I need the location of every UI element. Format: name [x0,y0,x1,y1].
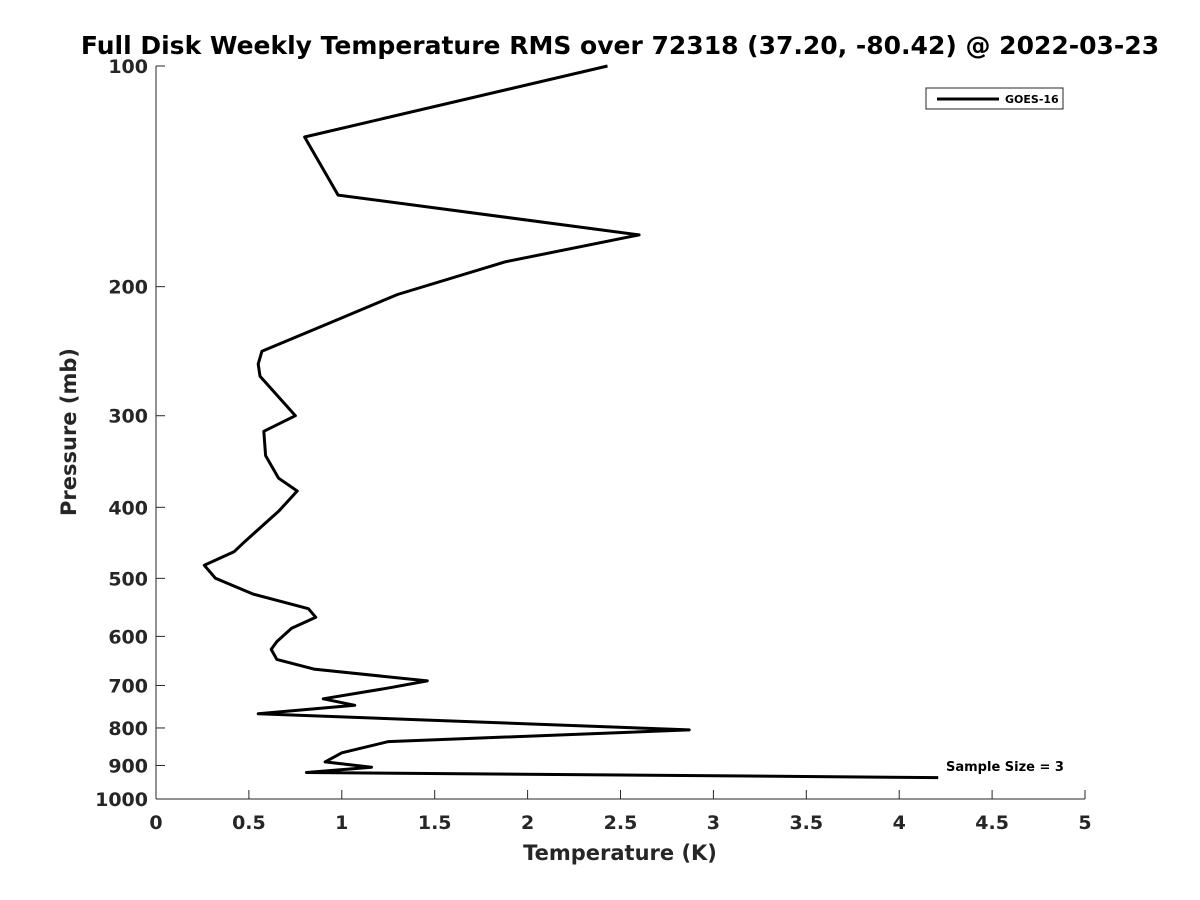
x-tick-label: 0.5 [232,812,266,834]
x-tick-label: 1.5 [418,812,452,834]
y-tick-label: 400 [108,497,148,519]
y-tick-label: 800 [108,718,148,740]
y-tick-label: 1000 [95,789,148,811]
x-axis-ticks: 0 0.5 1 1.5 2 2.5 3 3.5 4 4.5 5 [149,790,1092,834]
y-tick-label: 200 [108,277,148,299]
y-tick-label: 600 [108,626,148,648]
x-tick-label: 0 [149,812,162,834]
y-axis-label: Pressure (mb) [57,348,81,516]
x-tick-label: 5 [1078,812,1091,834]
x-tick-label: 1 [335,812,348,834]
chart-title: Full Disk Weekly Temperature RMS over 72… [81,31,1159,60]
y-tick-label: 500 [108,568,148,590]
legend: GOES-16 [925,87,1064,110]
legend-label-goes16: GOES-16 [1005,93,1059,106]
x-tick-label: 4.5 [975,812,1009,834]
x-tick-label: 2.5 [604,812,638,834]
y-tick-label: 100 [108,56,148,78]
y-axis-ticks: 100 200 300 400 500 600 700 800 900 1000 [95,56,165,811]
y-tick-label: 700 [108,675,148,697]
sample-size-annotation: Sample Size = 3 [946,760,1064,775]
series-line-goes-16 [202,64,939,780]
y-tick-label: 300 [108,406,148,428]
series-layer [202,64,939,780]
x-axis-label: Temperature (K) [523,841,717,865]
y-tick-label: 900 [108,755,148,777]
x-tick-label: 2 [521,812,534,834]
x-tick-label: 3 [707,812,720,834]
x-tick-label: 3.5 [789,812,823,834]
x-tick-label: 4 [893,812,906,834]
